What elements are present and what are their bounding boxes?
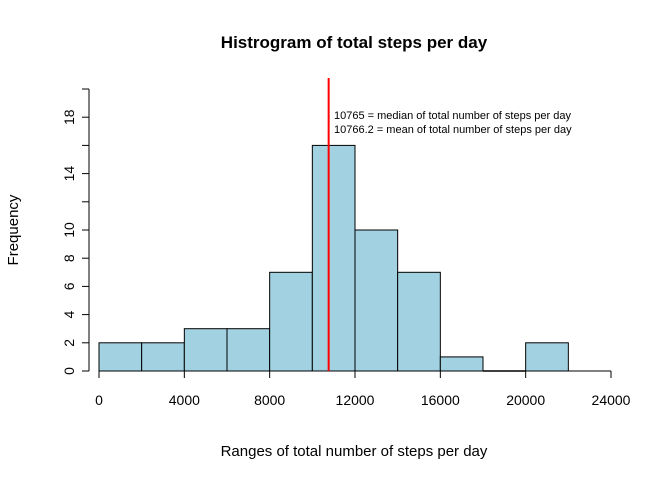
x-tick-label: 16000	[421, 392, 460, 408]
y-tick-label: 14	[61, 166, 77, 182]
y-tick-label: 2	[61, 339, 77, 347]
y-tick-label: 4	[61, 310, 77, 318]
histogram-bar	[439, 356, 484, 372]
histogram-bar	[141, 342, 185, 372]
y-tick-label: 18	[61, 109, 77, 125]
chart-title: Histrogram of total steps per day	[221, 33, 488, 52]
histogram-bar	[269, 271, 313, 372]
y-axis: 0 2 4 6 8 10 14 18	[61, 88, 90, 375]
x-tick-label: 4000	[169, 392, 200, 408]
y-tick-label: 0	[61, 367, 77, 375]
y-tick-label: 6	[61, 282, 77, 290]
x-tick-label: 12000	[336, 392, 375, 408]
histogram-bar	[397, 271, 441, 372]
histogram-bar	[525, 342, 569, 372]
x-tick-label: 0	[95, 392, 103, 408]
y-tick-label: 8	[61, 254, 77, 262]
median-annotation: 10765 = median of total number of steps …	[334, 110, 571, 122]
y-tick-label: 10	[61, 222, 77, 238]
histogram-bar	[354, 229, 399, 372]
x-tick-label: 24000	[592, 392, 631, 408]
x-tick-label: 20000	[506, 392, 545, 408]
histogram-bar	[98, 342, 143, 372]
x-axis: 0 4000 8000 12000 16000 20000 24000	[95, 370, 631, 408]
mean-annotation: 10766.2 = mean of total number of steps …	[334, 124, 572, 136]
histogram-bar	[183, 328, 228, 372]
histogram-bar	[226, 328, 271, 372]
histogram-bars	[98, 144, 569, 372]
histogram-bar	[311, 144, 356, 372]
x-axis-label: Ranges of total number of steps per day	[221, 443, 488, 460]
x-tick-label: 8000	[254, 392, 285, 408]
y-axis-label: Frequency	[5, 194, 22, 265]
